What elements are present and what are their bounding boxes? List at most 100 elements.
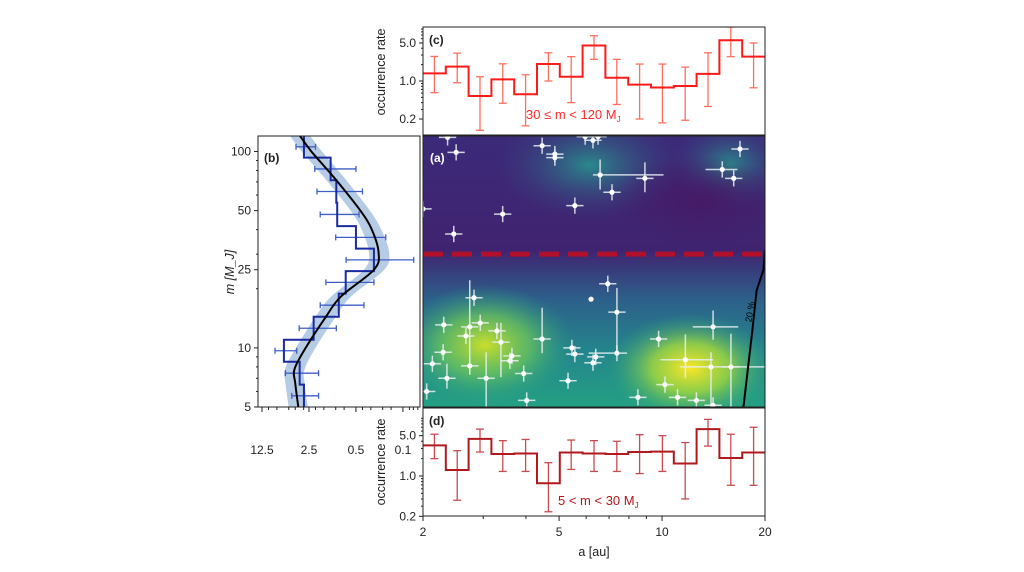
data-point — [722, 333, 740, 407]
x-tick-label: 2 — [420, 525, 427, 539]
panel-label-d: (d) — [429, 414, 444, 428]
rate-error-bar — [567, 56, 576, 104]
point-marker — [731, 175, 737, 181]
point-marker — [552, 155, 558, 161]
point-marker — [655, 336, 662, 342]
point-marker — [572, 203, 578, 209]
point-marker — [593, 354, 599, 360]
data-point — [566, 197, 584, 214]
mass-range-annotation-c: 30 ≤ m < 120 MJ — [526, 107, 621, 124]
point-marker — [710, 402, 716, 407]
data-point — [563, 339, 581, 357]
contour-label: 20 % — [743, 301, 756, 323]
rate-error-bar — [453, 450, 462, 501]
data-point — [584, 354, 602, 371]
rate-error-bar — [590, 439, 598, 473]
data-point — [501, 352, 519, 369]
data-point — [629, 389, 647, 406]
point-marker — [463, 333, 469, 339]
y-tick-label: 1.0 — [399, 469, 416, 483]
data-point — [494, 205, 512, 223]
point-marker — [441, 322, 447, 328]
y-tick-label: 5 — [244, 400, 251, 414]
occurrence-step-high-mass — [423, 39, 765, 97]
rate-error-bar — [521, 74, 530, 127]
data-point — [465, 289, 483, 306]
point-marker — [471, 295, 477, 301]
y-tick-label: 1.0 — [399, 74, 416, 88]
data-point — [546, 149, 564, 166]
point-marker — [539, 143, 545, 149]
x-tick-label: 0.5 — [348, 443, 365, 457]
data-point — [423, 200, 432, 218]
density-trough — [610, 155, 765, 245]
data-point — [515, 365, 533, 382]
y-tick-label: 5.0 — [399, 36, 416, 50]
rate-error-bar — [612, 58, 621, 106]
data-point — [608, 287, 626, 354]
point-marker — [662, 382, 668, 388]
data-point — [438, 363, 456, 389]
rate-error-bar — [476, 428, 484, 453]
data-point — [447, 144, 465, 161]
data-point — [725, 170, 743, 187]
point-marker — [521, 370, 527, 377]
data-point — [599, 275, 617, 292]
data-point — [477, 352, 495, 407]
point-marker — [524, 397, 530, 404]
mass-error-bar — [295, 143, 317, 150]
data-point — [566, 345, 584, 363]
rate-error-bar — [612, 440, 621, 473]
mass-range-annotation-d: 5 < m < 30 MJ — [558, 493, 639, 510]
point-marker — [424, 388, 430, 395]
point-marker — [737, 146, 743, 152]
point-marker — [597, 172, 603, 178]
x-tick-label: 0.1 — [395, 443, 412, 457]
y-tick-label: 50 — [238, 204, 252, 218]
panel-b-mass-histogram: (b) 5 10 25 50 100 12.5 2.5 0.5 0.1 m [M_J] — [223, 135, 421, 457]
point-marker — [674, 394, 681, 400]
rate-error-bar — [749, 42, 758, 89]
x-tick-label: 20 — [758, 525, 772, 539]
rate-error-bar — [544, 52, 553, 82]
rate-error-bar — [704, 418, 712, 447]
point-marker — [444, 136, 451, 140]
rate-error-bar — [681, 441, 690, 500]
data-point — [704, 397, 722, 407]
point-marker — [477, 320, 483, 326]
data-point — [687, 392, 706, 407]
contour-line — [742, 249, 765, 407]
point-marker — [507, 358, 513, 364]
y-axis-label-mass: m [M_J] — [223, 249, 237, 294]
data-point — [660, 334, 714, 379]
point-marker — [539, 336, 545, 342]
point-marker — [500, 211, 506, 217]
data-point — [589, 136, 607, 145]
rate-error-bar — [726, 433, 735, 486]
data-point — [423, 383, 436, 400]
point-marker — [494, 328, 500, 334]
x-tick-label: 5 — [556, 525, 563, 539]
data-point — [592, 159, 664, 190]
data-point — [423, 355, 442, 372]
mass-error-bar — [335, 234, 387, 241]
y-tick-label: 0.2 — [399, 112, 416, 126]
point-marker — [582, 136, 588, 140]
point-marker — [565, 378, 571, 384]
rate-error-bar — [544, 462, 553, 513]
point-marker — [710, 324, 716, 330]
point-marker — [614, 309, 620, 315]
data-point — [533, 307, 551, 354]
mass-error-bar — [345, 256, 415, 263]
mass-error-bar — [274, 347, 298, 354]
mass-error-bar — [314, 165, 357, 172]
point-marker — [605, 281, 611, 287]
point-marker — [595, 136, 601, 140]
point-marker — [498, 339, 504, 345]
data-point — [559, 372, 577, 389]
mass-error-bar — [325, 279, 375, 286]
point-marker — [483, 375, 489, 381]
point-marker — [423, 206, 426, 212]
rate-error-bar — [726, 27, 735, 58]
panel-label-b: (b) — [264, 151, 279, 165]
